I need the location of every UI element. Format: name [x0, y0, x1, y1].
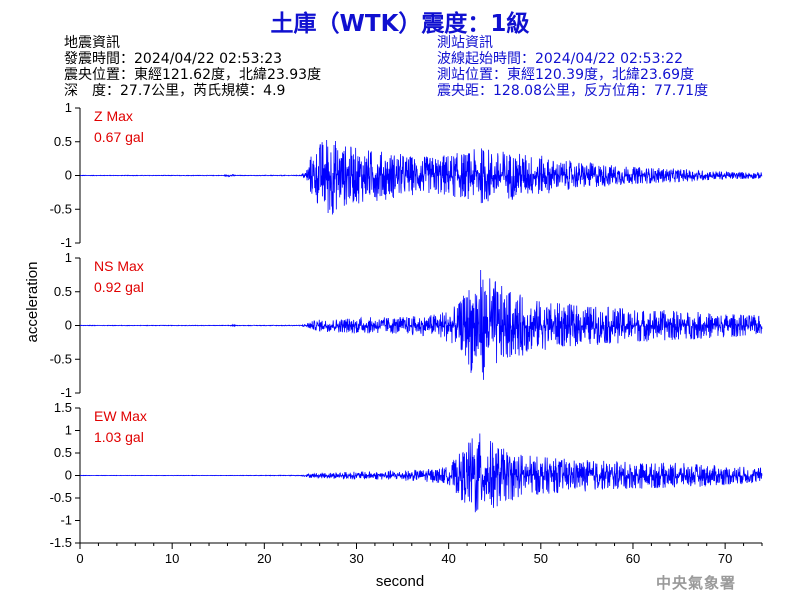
max-label-ns: NS Max: [94, 258, 144, 274]
x-tick-label: 40: [441, 551, 455, 566]
max-label-z: Z Max: [94, 108, 133, 124]
station-start-time: 波線起始時間：2024/04/22 02:53:22: [437, 51, 684, 67]
y-axis-title: acceleration: [24, 262, 41, 343]
station-location: 測站位置：東經120.39度，北緯23.69度: [437, 67, 695, 83]
station-distance-azimuth: 震央距：128.08公里，反方位角：77.71度: [437, 83, 709, 99]
station-info-block: 測站資訊 波線起始時間：2024/04/22 02:53:22 測站位置：東經1…: [437, 35, 708, 99]
quake-info-heading: 地震資訊: [64, 35, 120, 51]
page-title: 土庫（WTK）震度：1級: [270, 11, 530, 37]
waveform-z: [79, 139, 763, 215]
waveform-ns: [79, 269, 763, 380]
y-tick-label: 0: [65, 168, 72, 183]
y-tick-label: -1.5: [50, 535, 72, 550]
max-value-z: 0.67 gal: [94, 129, 144, 145]
max-value-ew: 1.03 gal: [94, 429, 144, 445]
y-tick-label: 1: [65, 423, 72, 438]
x-tick-label: 50: [534, 551, 548, 566]
station-info-heading: 測站資訊: [437, 35, 493, 51]
x-axis-title: second: [376, 573, 424, 590]
y-tick-label: 1: [65, 100, 72, 115]
y-tick-label: 0.5: [54, 284, 72, 299]
max-value-ns: 0.92 gal: [94, 279, 144, 295]
quake-info-block: 地震資訊 發震時間：2024/04/22 02:53:23 震央位置：東經121…: [64, 35, 321, 99]
x-tick-label: 30: [349, 551, 363, 566]
x-tick-label: 20: [257, 551, 271, 566]
y-tick-label: -0.5: [50, 490, 72, 505]
agency-watermark: 中央氣象署: [656, 574, 737, 592]
quake-epicenter: 震央位置：東經121.62度，北緯23.93度: [64, 67, 322, 83]
y-tick-label: -1: [60, 513, 72, 528]
quake-depth-magnitude: 深 度：27.7公里，芮氏規模：4.9: [64, 83, 286, 99]
y-tick-label: 1: [65, 250, 72, 265]
y-tick-label: 0.5: [54, 445, 72, 460]
y-tick-label: -1: [60, 385, 72, 400]
y-tick-label: 0.5: [54, 134, 72, 149]
max-label-ew: EW Max: [94, 408, 147, 424]
x-tick-label: 10: [165, 551, 179, 566]
y-tick-label: -0.5: [50, 201, 72, 216]
y-tick-label: 0: [65, 318, 72, 333]
y-tick-label: 0: [65, 468, 72, 483]
waveform-ew: [79, 433, 763, 513]
x-tick-label: 60: [626, 551, 640, 566]
y-tick-label: -0.5: [50, 351, 72, 366]
y-tick-label: -1: [60, 235, 72, 250]
y-tick-label: 1.5: [54, 400, 72, 415]
x-tick-label: 0: [76, 551, 83, 566]
quake-origin-time: 發震時間：2024/04/22 02:53:23: [64, 51, 283, 67]
x-tick-label: 70: [718, 551, 732, 566]
